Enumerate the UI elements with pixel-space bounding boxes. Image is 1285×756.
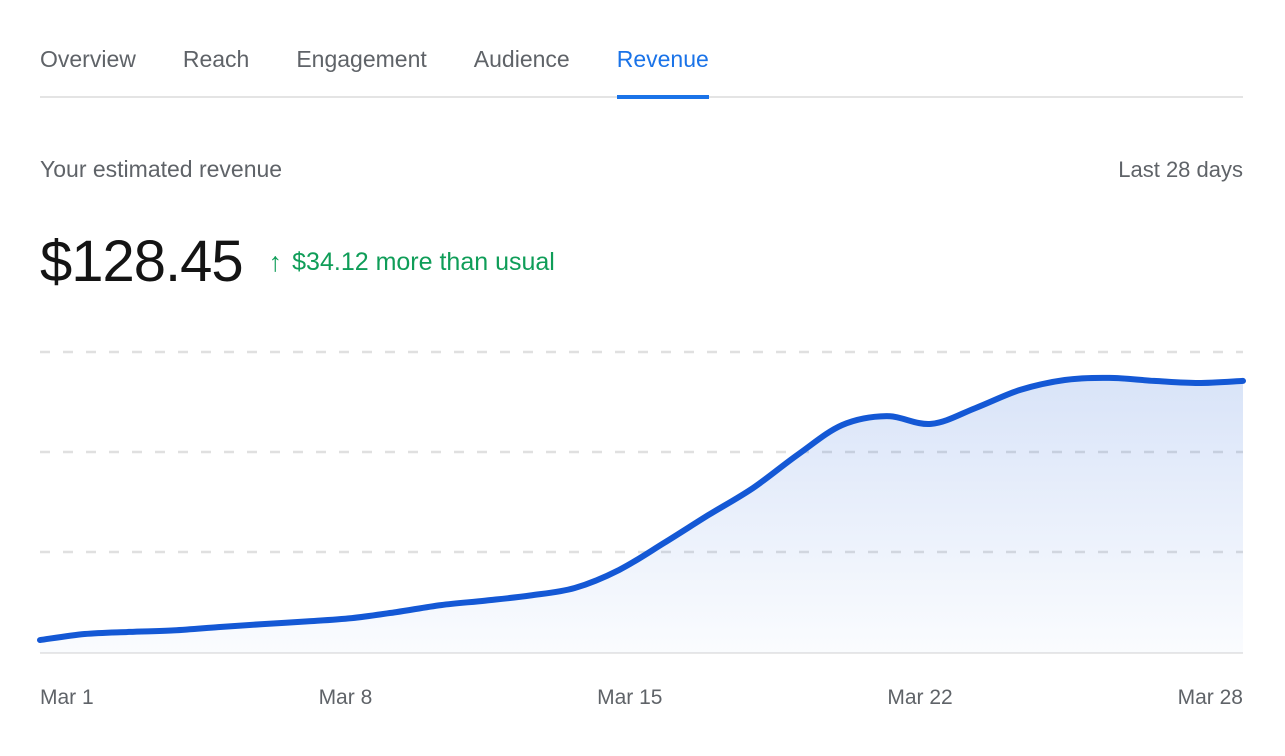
section-header: Your estimated revenue Last 28 days — [40, 156, 1243, 183]
x-axis-labels: Mar 1 Mar 8 Mar 15 Mar 22 Mar 28 — [40, 686, 1243, 710]
tab-overview[interactable]: Overview — [40, 46, 136, 72]
tab-engagement[interactable]: Engagement — [296, 46, 427, 72]
chart-line — [37, 374, 1246, 644]
page-title: Your estimated revenue — [40, 156, 283, 182]
revenue-total: $128.45 — [40, 229, 244, 294]
analytics-tabbar: Overview Reach Engagement Audience Reven… — [40, 0, 1243, 99]
revenue-chart-area — [0, 330, 1285, 660]
chart-area-fill — [40, 377, 1243, 653]
revenue-delta: ↑ $34.12 more than usual — [268, 246, 555, 277]
x-tick: Mar 22 — [887, 686, 953, 709]
date-range-label: Last 28 days — [1118, 157, 1243, 182]
chart-gridlines — [40, 350, 1243, 554]
x-tick: Mar 28 — [1177, 686, 1243, 709]
tab-reach[interactable]: Reach — [182, 46, 250, 72]
up-arrow-icon: ↑ — [268, 246, 283, 277]
x-tick: Mar 8 — [318, 686, 373, 709]
revenue-delta-label: $34.12 more than usual — [292, 247, 555, 276]
tab-revenue[interactable]: Revenue — [616, 46, 709, 99]
kpi-row: $128.45 ↑ $34.12 more than usual — [40, 233, 1243, 291]
tab-audience[interactable]: Audience — [473, 46, 570, 72]
x-tick: Mar 1 — [40, 686, 94, 709]
x-tick: Mar 15 — [597, 686, 663, 709]
revenue-line-chart[interactable] — [0, 330, 1285, 660]
